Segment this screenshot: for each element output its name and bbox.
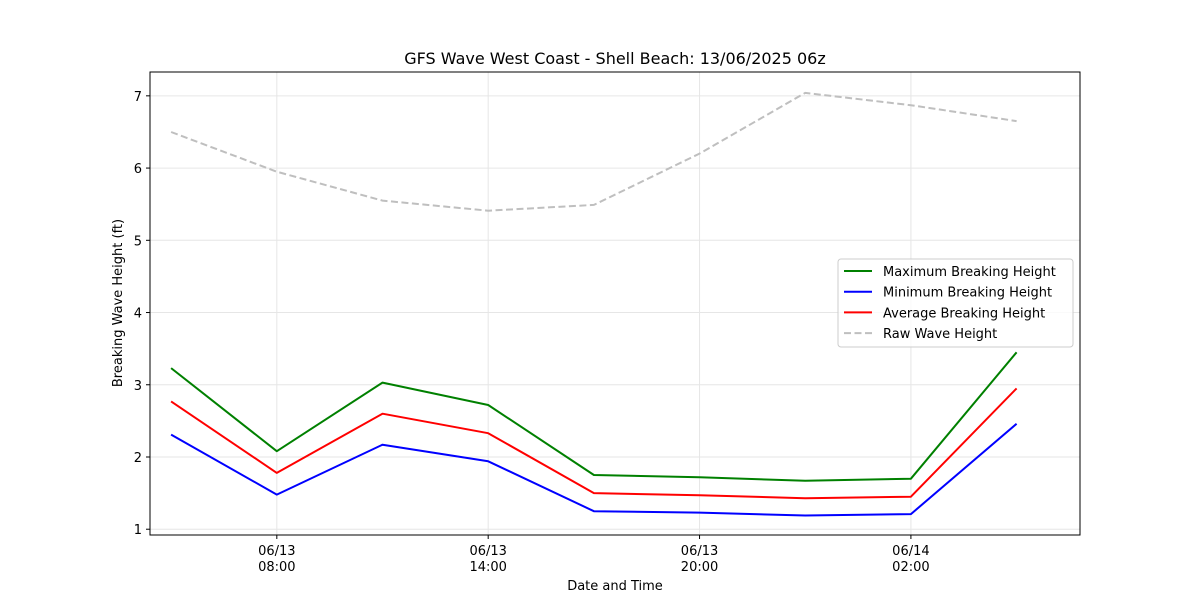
plot-area-frame — [149, 71, 1081, 536]
y-tick-label: 3 — [134, 379, 142, 394]
series-line-average-breaking-height — [170, 387, 1018, 500]
y-tick-label: 2 — [134, 451, 142, 466]
x-tick-label: 02:00 — [892, 560, 929, 575]
y-tick-label: 1 — [134, 523, 142, 538]
legend: Maximum Breaking Height Minimum Breaking … — [837, 258, 1074, 348]
x-axis-label: Date and Time — [567, 579, 663, 594]
y-tick-label: 7 — [134, 90, 142, 105]
chart-title: GFS Wave West Coast - Shell Beach: 13/06… — [404, 49, 826, 68]
y-axis-ticks: 1 2 3 4 5 6 7 — [134, 90, 150, 538]
legend-label: Minimum Breaking Height — [883, 286, 1052, 301]
y-tick-label: 6 — [134, 162, 142, 177]
series-line-minimum-breaking-height — [170, 423, 1018, 517]
y-tick-label: 5 — [134, 234, 142, 249]
x-tick-label: 08:00 — [258, 560, 295, 575]
y-tick-label: 4 — [134, 307, 142, 322]
series-line-raw-wave-height — [170, 91, 1017, 212]
x-tick-label: 14:00 — [469, 560, 506, 575]
legend-label: Raw Wave Height — [883, 327, 997, 342]
x-tick-label: 06/13 — [681, 544, 718, 559]
legend-box — [837, 258, 1074, 348]
legend-label: Maximum Breaking Height — [883, 265, 1056, 280]
series-lines — [170, 91, 1018, 517]
y-axis-label: Breaking Wave Height (ft) — [111, 219, 126, 387]
x-tick-label: 20:00 — [681, 560, 718, 575]
legend-label: Average Breaking Height — [883, 306, 1045, 321]
series-line-maximum-breaking-height — [170, 351, 1018, 482]
x-tick-label: 06/13 — [258, 544, 295, 559]
x-tick-label: 06/14 — [892, 544, 929, 559]
x-tick-label: 06/13 — [469, 544, 506, 559]
